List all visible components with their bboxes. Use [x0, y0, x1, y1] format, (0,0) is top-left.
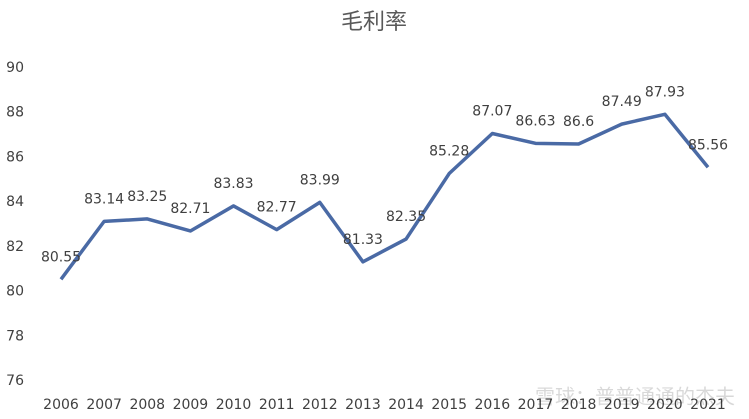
x-tick-label: 2021	[690, 397, 726, 413]
y-tick-label: 86	[6, 149, 24, 165]
x-tick-label: 2014	[388, 397, 424, 413]
x-tick-label: 2012	[302, 397, 338, 413]
line-series	[59, 112, 710, 281]
data-label: 83.99	[300, 172, 340, 188]
data-label: 87.93	[645, 84, 685, 100]
data-label: 81.33	[343, 232, 383, 248]
data-label: 82.71	[170, 201, 210, 217]
chart-title: 毛利率	[341, 10, 407, 35]
y-tick-label: 80	[6, 284, 24, 300]
x-tick-label: 2020	[647, 397, 683, 413]
y-tick-label: 90	[6, 60, 24, 76]
data-label: 83.25	[127, 189, 167, 205]
y-tick-label: 84	[6, 194, 24, 210]
data-label: 80.55	[41, 249, 81, 265]
watermark: 雪球：普普通通的杰夫	[535, 385, 735, 409]
data-label: 82.77	[257, 200, 297, 216]
x-tick-label: 2011	[259, 397, 295, 413]
x-tick-label: 2006	[43, 397, 79, 413]
x-tick-label: 2019	[604, 397, 640, 413]
data-label: 83.14	[84, 191, 124, 207]
x-tick-label: 2008	[129, 397, 165, 413]
data-label: 87.07	[472, 104, 512, 120]
y-tick-label: 76	[6, 373, 24, 389]
data-label: 86.63	[515, 113, 555, 129]
data-label: 85.28	[429, 144, 469, 160]
x-tick-label: 2017	[518, 397, 554, 413]
x-tick-label: 2010	[216, 397, 252, 413]
data-label: 82.35	[386, 209, 426, 225]
data-label: 87.49	[602, 94, 642, 110]
x-tick-label: 2015	[431, 397, 467, 413]
x-tick-label: 2018	[561, 397, 597, 413]
x-tick-label: 2016	[475, 397, 511, 413]
x-tick-label: 2013	[345, 397, 381, 413]
data-label: 83.83	[213, 176, 253, 192]
x-tick-label: 2009	[173, 397, 209, 413]
data-label: 85.56	[688, 137, 728, 153]
y-tick-label: 78	[6, 328, 24, 344]
plot-area: 76 78 80 82 84 86 88 90 2006 2007 2008 2009 2010 2011…	[6, 60, 728, 413]
data-label: 86.6	[563, 114, 594, 130]
y-tick-label: 82	[6, 239, 24, 255]
y-tick-label: 88	[6, 105, 24, 121]
x-tick-label: 2007	[86, 397, 122, 413]
